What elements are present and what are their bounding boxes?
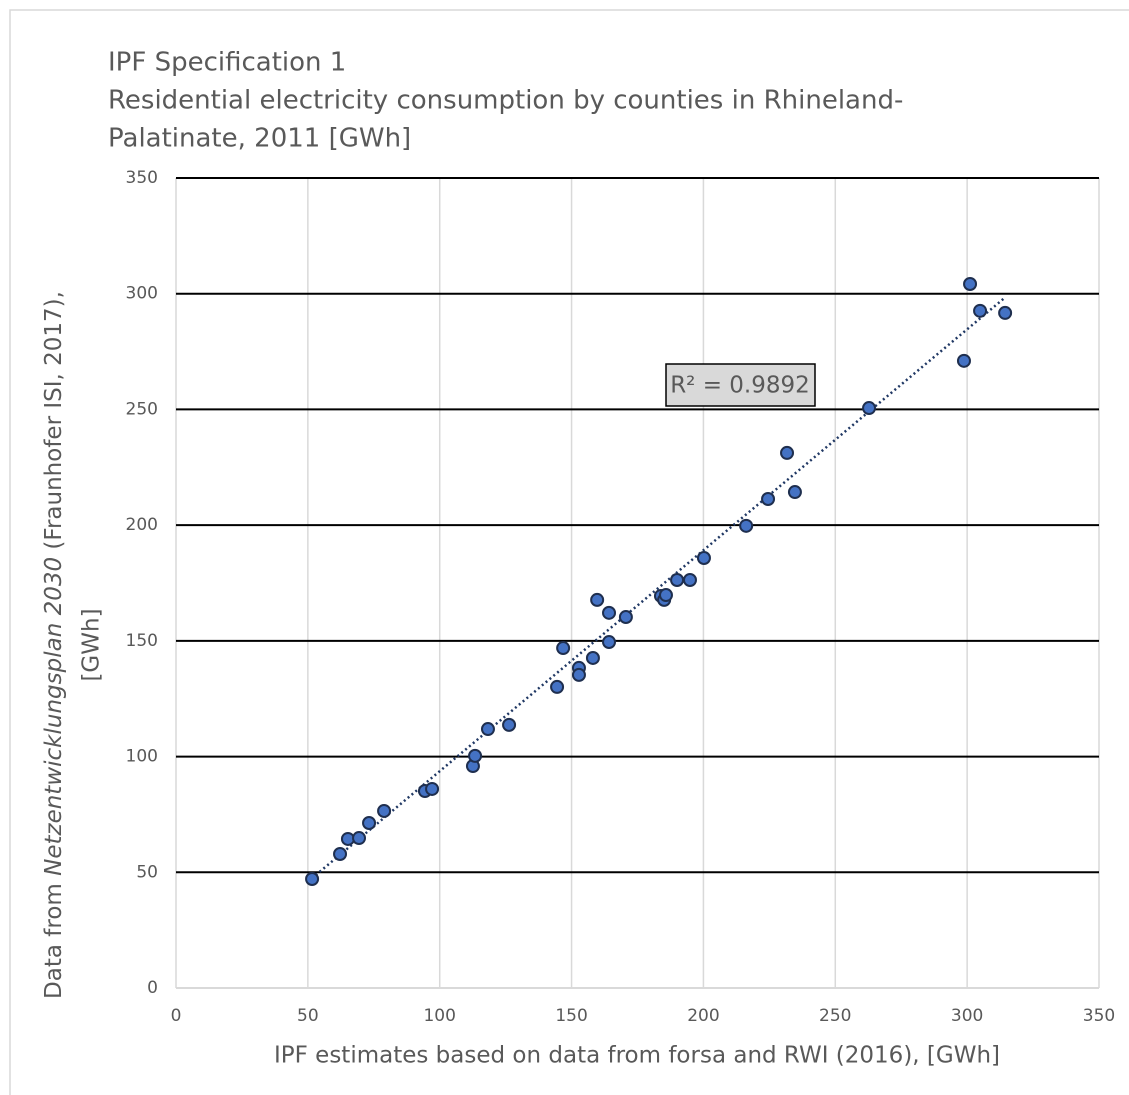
data-point: [352, 831, 367, 846]
x-tick-label: 100: [423, 1006, 455, 1026]
data-point: [556, 641, 571, 656]
data-point: [658, 588, 673, 603]
x-axis-label: IPF estimates based on data from forsa a…: [274, 1043, 1000, 1069]
y-tick-label: 50: [136, 862, 158, 882]
data-point: [963, 276, 978, 291]
chart-title: IPF Specification 1: [108, 48, 346, 78]
data-point: [502, 717, 517, 732]
y-label-part: (Fraunhofer ISI, 2017),: [41, 291, 67, 557]
y-axis-label-line: Data from Netzentwicklungsplan 2030 (Fra…: [41, 291, 67, 999]
annotation: R² = 0.9892: [670, 373, 810, 399]
data-point: [362, 815, 377, 830]
chart-subtitle: Palatinate, 2011 [GWh]: [108, 124, 411, 154]
x-tick-label: 0: [171, 1006, 182, 1026]
data-point: [571, 667, 586, 682]
y-label-part: Data from: [41, 876, 67, 999]
data-point: [585, 650, 600, 665]
data-point: [305, 871, 320, 886]
data-point: [761, 491, 776, 506]
data-point: [973, 303, 988, 318]
chart-subtitle: Residential electricity consumption by c…: [108, 86, 903, 116]
data-point: [862, 401, 877, 416]
data-point: [377, 803, 392, 818]
data-point: [602, 605, 617, 620]
y-tick-label: 150: [126, 631, 158, 651]
data-point: [670, 572, 685, 587]
data-point: [590, 592, 605, 607]
data-point: [739, 518, 754, 533]
data-point: [618, 610, 633, 625]
data-point: [468, 748, 483, 763]
y-axis-label: Data from Netzentwicklungsplan 2030 (Fra…: [41, 291, 105, 999]
y-tick-label: 200: [126, 515, 158, 535]
x-tick-label: 50: [297, 1006, 319, 1026]
y-tick-label: 0: [147, 978, 158, 998]
data-point: [696, 551, 711, 566]
x-tick-label: 200: [687, 1006, 719, 1026]
data-point: [956, 353, 971, 368]
chart-border: [9, 9, 1129, 1095]
data-point: [682, 572, 697, 587]
x-tick-label: 350: [1083, 1006, 1115, 1026]
data-point: [480, 722, 495, 737]
data-point: [780, 445, 795, 460]
y-tick-label: 250: [126, 399, 158, 419]
y-tick-label: 300: [126, 284, 158, 304]
y-tick-label: 100: [126, 747, 158, 767]
data-point: [550, 679, 565, 694]
y-tick-label: 350: [126, 168, 158, 188]
data-point: [602, 635, 617, 650]
data-point: [787, 485, 802, 500]
data-point: [333, 847, 348, 862]
data-point: [425, 781, 440, 796]
annotation-box: [665, 363, 816, 407]
x-tick-label: 250: [819, 1006, 851, 1026]
y-label-part: Netzentwicklungsplan 2030: [41, 557, 67, 876]
x-tick-label: 150: [555, 1006, 587, 1026]
x-tick-label: 300: [951, 1006, 983, 1026]
data-point: [998, 305, 1013, 320]
y-axis-label-line: [GWh]: [79, 608, 105, 681]
